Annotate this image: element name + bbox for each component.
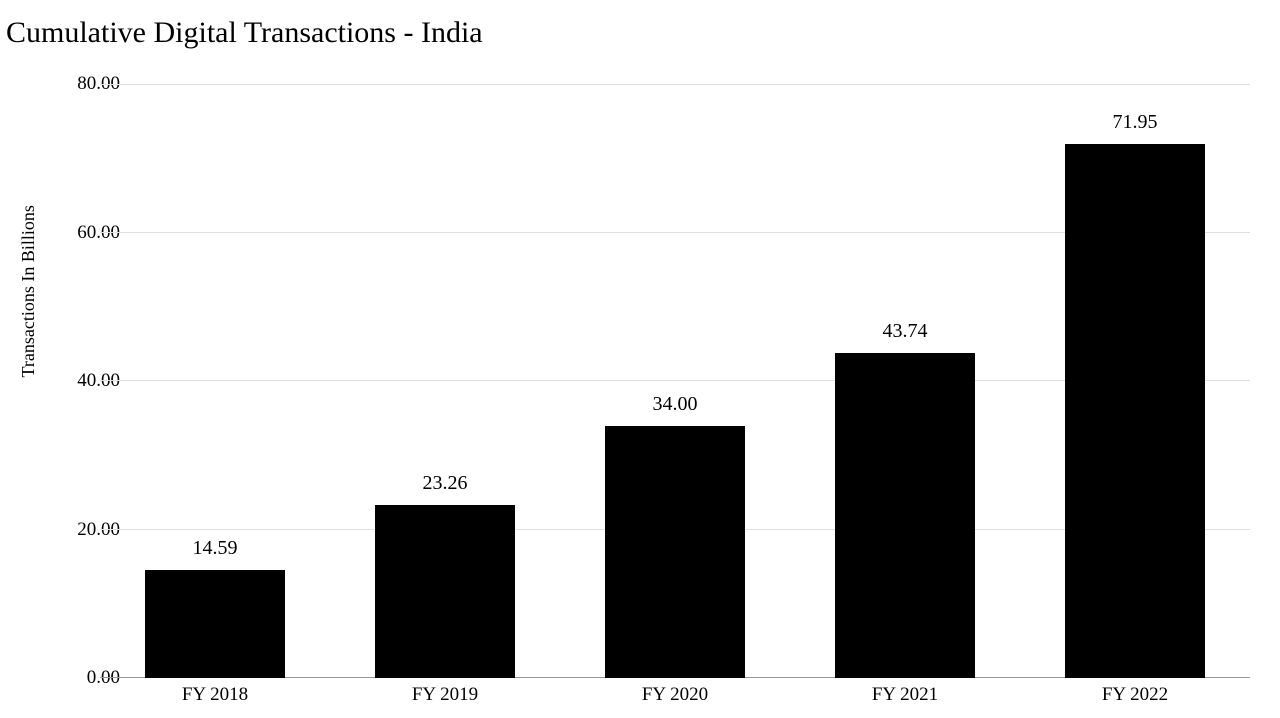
chart-title: Cumulative Digital Transactions - India [6, 16, 483, 50]
bars-row: 14.59 23.26 34.00 43.74 71.95 [100, 84, 1250, 678]
bar-slot-fy2021: 43.74 [790, 84, 1020, 678]
bar-slot-fy2022: 71.95 [1020, 84, 1250, 678]
x-tick-fy2020: FY 2020 [560, 684, 790, 706]
y-axis-label: Transactions In Billions [18, 205, 39, 377]
bar-value-fy2021: 43.74 [883, 320, 928, 343]
plot-area: 14.59 23.26 34.00 43.74 71.95 [100, 84, 1250, 678]
bar-value-fy2019: 23.26 [423, 472, 468, 495]
bar-fy2018 [145, 570, 285, 678]
bar-slot-fy2018: 14.59 [100, 84, 330, 678]
bar-value-fy2022: 71.95 [1113, 111, 1158, 134]
bar-slot-fy2019: 23.26 [330, 84, 560, 678]
bar-fy2022 [1065, 144, 1205, 678]
bar-slot-fy2020: 34.00 [560, 84, 790, 678]
x-tick-fy2019: FY 2019 [330, 684, 560, 706]
x-tick-fy2022: FY 2022 [1020, 684, 1250, 706]
x-axis-labels: FY 2018 FY 2019 FY 2020 FY 2021 FY 2022 [100, 684, 1250, 706]
x-tick-fy2021: FY 2021 [790, 684, 1020, 706]
bar-value-fy2020: 34.00 [653, 393, 698, 416]
bar-value-fy2018: 14.59 [193, 537, 238, 560]
bar-fy2019 [375, 505, 515, 678]
bar-fy2021 [835, 353, 975, 678]
chart-container: Cumulative Digital Transactions - India … [0, 0, 1280, 718]
x-tick-fy2018: FY 2018 [100, 684, 330, 706]
bar-fy2020 [605, 426, 745, 678]
